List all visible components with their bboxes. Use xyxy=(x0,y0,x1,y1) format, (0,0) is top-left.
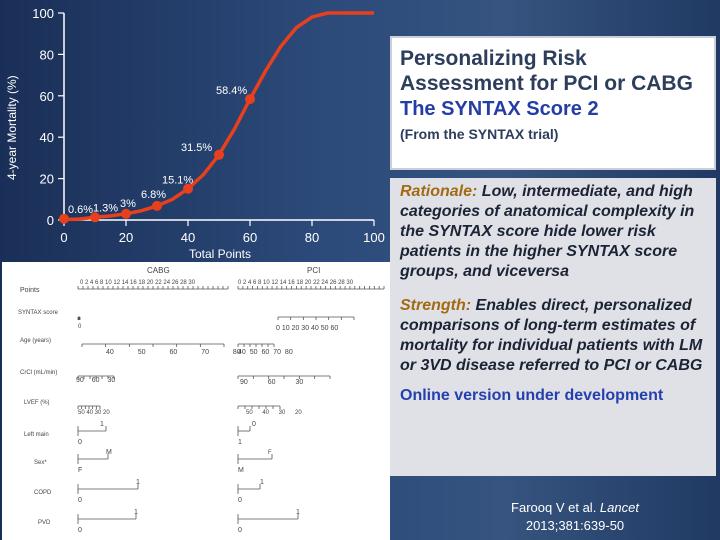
chart-data-point xyxy=(183,183,193,194)
chart-y-tick-label: 40 xyxy=(40,130,54,145)
cabg-lvef-scale: 50 40 30 20 xyxy=(78,410,110,416)
cabg-sex-female: F xyxy=(78,467,82,474)
nomogram-row-copd: COPD xyxy=(34,490,52,496)
pci-age-scale: 40 50 60 70 80 xyxy=(238,349,293,356)
cabg-age-scale: 40 50 60 70 80 xyxy=(106,349,241,356)
cabg-points-scale: 0 2 4 6 8 10 12 14 16 18 20 22 24 26 28 … xyxy=(80,280,196,286)
citation-reference: 2013;381:639-50 xyxy=(525,518,625,533)
chart-mortality-curve xyxy=(63,11,374,222)
chart-curve-layer xyxy=(63,11,374,222)
chart-x-tick-label: 20 xyxy=(119,230,133,245)
pci-points-scale: 0 2 4 6 8 10 12 14 16 18 20 22 24 26 28 … xyxy=(238,280,354,286)
pci-crcl-scale: 90 60 30 xyxy=(240,379,303,386)
chart-x-tick-label: 80 xyxy=(305,230,319,245)
chart-y-tick-label: 80 xyxy=(40,47,54,62)
nomogram-row-lvef: LVEF (%) xyxy=(24,400,50,406)
pci-copd-yes: 1 xyxy=(260,479,264,486)
chart-axes: 0 20 40 60 80 100 0 20 40 60 80 100 xyxy=(32,6,385,245)
chart-data-label: 31.5% xyxy=(181,142,212,154)
citation: Farooq V et al. Lancet 2013;381:639-50 xyxy=(500,499,650,535)
slide-title-box: Personalizing Risk Assessment for PCI or… xyxy=(390,36,716,170)
pci-sex-female: F xyxy=(268,450,272,456)
nomogram-row-points: Points xyxy=(20,287,40,294)
mortality-chart: 0 20 40 60 80 100 0 20 40 60 80 100 0.6% 1.3% 3% 6.8% 1… xyxy=(0,0,400,262)
chart-data-point xyxy=(245,94,255,105)
strength-paragraph: Strength: Enables direct, personalized c… xyxy=(400,296,708,376)
chart-x-tick-label: 0 xyxy=(60,230,67,245)
chart-data-label: 58.4% xyxy=(216,85,247,97)
chart-y-tick-label: 60 xyxy=(40,89,54,104)
online-version-note: Online version under development xyxy=(400,387,664,404)
chart-x-axis-label: Total Points xyxy=(189,247,251,261)
pci-syntax-scale: 0 10 20 30 40 50 60 xyxy=(276,325,338,332)
nomogram-row-left-main: Left main xyxy=(24,432,49,438)
pci-sex-male: M xyxy=(238,467,244,474)
nomogram-row-crcl: CrCl (mL/min) xyxy=(20,370,57,376)
nomogram-header-cabg: CABG xyxy=(147,266,170,275)
cabg-copd-no: 0 xyxy=(78,497,82,504)
chart-points-layer: 0.6% 1.3% 3% 6.8% 15.1% 31.5% 58.4% xyxy=(59,85,255,224)
strength-label: Strength: xyxy=(400,297,472,314)
pci-left-main-no: 0 xyxy=(252,421,256,428)
citation-authors: Farooq V et al. xyxy=(511,500,600,515)
chart-y-tick-label: 0 xyxy=(47,213,54,228)
nomogram-row-sex: Sex* xyxy=(34,460,47,466)
pci-pvd-yes: 1 xyxy=(296,509,300,516)
nomogram-row-age: Age (years) xyxy=(20,338,51,344)
chart-data-point xyxy=(90,212,100,223)
nomogram-header-pci: PCI xyxy=(307,266,320,275)
nomogram-svg: CABG PCI Points SYNTAX score Age (years)… xyxy=(18,266,385,534)
slide-subtitle: The SYNTAX Score 2 xyxy=(400,98,599,120)
chart-x-tick-label: 40 xyxy=(181,230,195,245)
slide-title-line2: Assessment for PCI or CABG xyxy=(400,72,693,95)
chart-data-label: 0.6% xyxy=(68,204,93,216)
citation-journal: Lancet xyxy=(599,500,639,515)
chart-y-tick-label: 100 xyxy=(32,6,54,21)
chart-data-label: 6.8% xyxy=(141,189,166,201)
chart-data-point xyxy=(121,208,131,219)
chart-x-tick-label: 100 xyxy=(363,230,385,245)
nomogram-row-syntax: SYNTAX score xyxy=(18,310,59,316)
nomogram-lines xyxy=(77,286,385,524)
cabg-syntax-scale: 0 xyxy=(78,324,82,330)
cabg-crcl-scale: 90 60 30 xyxy=(76,377,115,384)
slide-source-note: (From the SYNTAX trial) xyxy=(400,126,559,142)
rationale-strength-box: Rationale: Low, intermediate, and high c… xyxy=(390,178,716,476)
pci-left-main-yes: 1 xyxy=(238,439,242,446)
pci-lvef-scale: 50 40 30 20 xyxy=(246,410,302,416)
pci-copd-no: 0 xyxy=(238,497,242,504)
chart-svg: 0 20 40 60 80 100 0 20 40 60 80 100 0.6% 1.3% 3% 6.8% 1… xyxy=(5,6,385,261)
cabg-left-main-no: 0 xyxy=(78,439,82,446)
rationale-text: Low, intermediate, and high categories o… xyxy=(400,183,695,280)
slide-title-line1: Personalizing Risk xyxy=(400,47,587,70)
cabg-pvd-no: 0 xyxy=(78,527,82,534)
syntax-score-nomogram: CABG PCI Points SYNTAX score Age (years)… xyxy=(2,262,390,540)
pci-pvd-no: 0 xyxy=(238,527,242,534)
chart-x-tick-label: 60 xyxy=(243,230,257,245)
chart-y-tick-label: 20 xyxy=(40,172,54,187)
chart-data-point xyxy=(214,149,224,160)
cabg-left-main-yes: 1 xyxy=(100,421,104,428)
chart-data-label: 3% xyxy=(120,198,136,210)
chart-data-label: 1.3% xyxy=(93,202,118,214)
chart-y-axis-label: 4-year Mortality (%) xyxy=(5,75,19,180)
rationale-label: Rationale: xyxy=(400,183,478,200)
chart-data-point xyxy=(59,213,69,224)
cabg-sex-male: M xyxy=(106,449,112,456)
strength-text: Enables direct, personalized comparisons… xyxy=(400,297,703,374)
cabg-pvd-yes: 1 xyxy=(134,509,138,516)
rationale-paragraph: Rationale: Low, intermediate, and high c… xyxy=(400,182,708,282)
chart-data-label: 15.1% xyxy=(162,175,193,187)
chart-data-point xyxy=(152,200,162,211)
cabg-copd-yes: 1 xyxy=(136,479,140,486)
nomogram-row-pvd: PVD xyxy=(38,520,51,526)
